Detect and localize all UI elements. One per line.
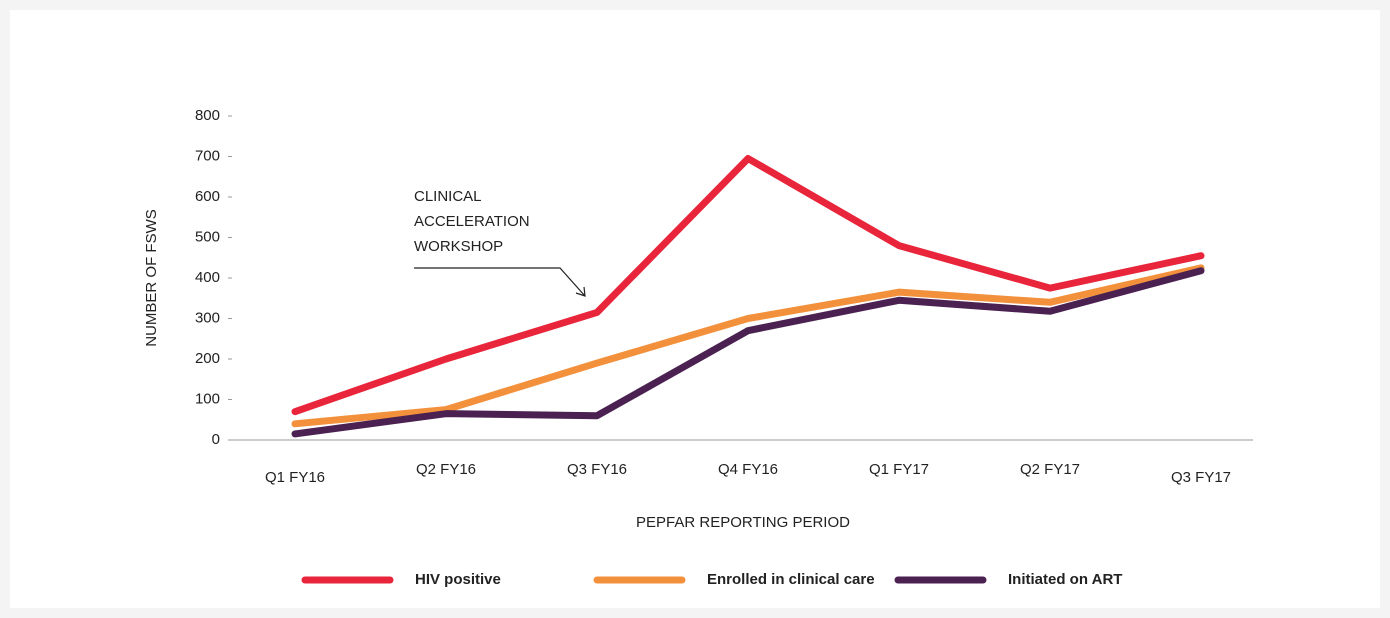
series-line	[291, 264, 1205, 428]
legend-label: Enrolled in clinical care	[707, 571, 875, 588]
y-tick-label: 400	[195, 269, 220, 286]
y-tick-label: 500	[195, 228, 220, 245]
annotation: CLINICAL	[414, 188, 482, 205]
x-axis-label: PEPFAR REPORTING PERIOD	[636, 514, 850, 531]
y-tick-label: 200	[195, 350, 220, 367]
series-line	[291, 155, 1205, 416]
y-tick-label: 100	[195, 390, 220, 407]
panel	[10, 10, 1380, 608]
y-tick-label: 0	[212, 431, 220, 448]
y-tick-label: 600	[195, 188, 220, 205]
x-tick-label: Q4 FY16	[718, 461, 778, 478]
x-tick-label: Q3 FY17	[1171, 469, 1231, 486]
x-tick-label: Q2 FY17	[1020, 461, 1080, 478]
y-tick-label: 700	[195, 147, 220, 164]
x-tick-label: Q3 FY16	[567, 461, 627, 478]
x-tick-label: Q1 FY16	[265, 469, 325, 486]
arrow-head	[575, 286, 586, 297]
series-line	[291, 267, 1205, 438]
y-tick-label: 300	[195, 309, 220, 326]
legend-label: HIV positive	[415, 571, 501, 588]
annotation: ACCELERATION	[414, 213, 530, 230]
x-tick-label: Q2 FY16	[416, 461, 476, 478]
annotation-arrow	[414, 267, 586, 297]
y-axis-label: NUMBER OF FSWS	[143, 209, 160, 347]
legend-label: Initiated on ART	[1008, 571, 1122, 588]
y-tick-label: 800	[195, 107, 220, 124]
x-tick-label: Q1 FY17	[869, 461, 929, 478]
annotation: WORKSHOP	[414, 238, 503, 255]
